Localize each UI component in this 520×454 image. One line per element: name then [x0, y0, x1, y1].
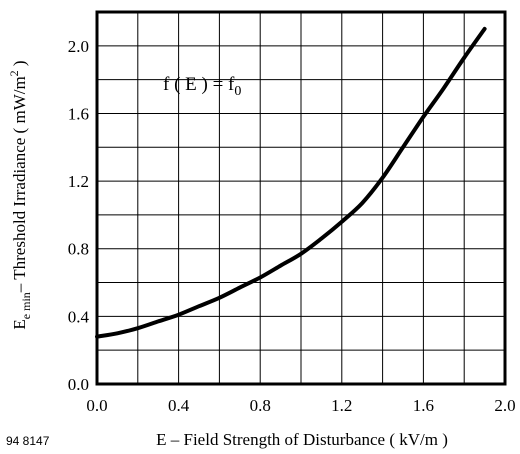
y-axis-label-subscript: e min: [19, 292, 33, 319]
annotation-subscript: 0: [234, 84, 241, 99]
x-tick-label: 1.2: [331, 396, 352, 415]
y-axis-label-symbol: E: [10, 319, 29, 329]
y-tick-label: 1.6: [68, 104, 89, 123]
y-tick-label: 0.8: [68, 240, 89, 259]
annotation: f ( E ) = f0: [163, 74, 241, 99]
y-axis-label-close: ): [10, 60, 29, 70]
x-tick-label: 0.8: [250, 396, 271, 415]
y-tick-label: 1.2: [68, 172, 89, 191]
y-tick-label: 0.4: [68, 307, 90, 326]
y-axis-label-superscript: 2: [7, 70, 21, 76]
y-tick-label: 0.0: [68, 375, 89, 394]
series-line: [95, 26, 487, 339]
figure-id: 94 8147: [6, 434, 50, 448]
x-tick-label: 2.0: [494, 396, 515, 415]
x-tick-label: 0.0: [86, 396, 107, 415]
y-axis-label-text: – Threshold Irradiance ( mW/m: [10, 76, 29, 293]
y-axis-label: Ee min– Threshold Irradiance ( mW/m2 ): [7, 60, 33, 329]
y-tick-labels: 0.0 0.4 0.8 1.2 1.6 2.0: [68, 37, 90, 394]
x-tick-label: 1.6: [413, 396, 434, 415]
x-axis-label: E – Field Strength of Disturbance ( kV/m…: [156, 430, 448, 449]
y-tick-label: 2.0: [68, 37, 89, 56]
x-tick-labels: 0.0 0.4 0.8 1.2 1.6 2.0: [86, 396, 515, 415]
annotation-lhs: f ( E ) = f: [163, 74, 235, 95]
grid: [97, 12, 505, 384]
x-tick-label: 0.4: [168, 396, 190, 415]
plot-frame: [95, 10, 507, 386]
